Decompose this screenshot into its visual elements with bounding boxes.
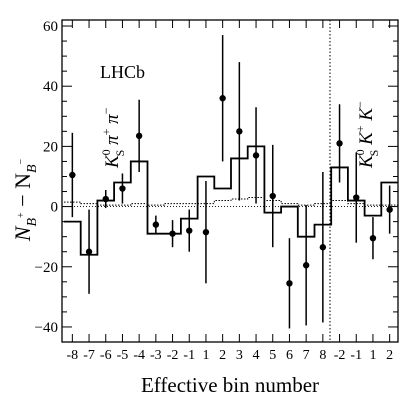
data-point xyxy=(119,185,126,192)
data-point xyxy=(319,244,327,251)
data-point xyxy=(286,280,293,287)
x-tick-label: -6 xyxy=(100,348,112,363)
x-tick-label: 7 xyxy=(303,348,310,363)
x-tick-label: -4 xyxy=(133,348,145,363)
y-axis-label: NB+ − NB− xyxy=(10,158,40,242)
data-point xyxy=(269,192,276,200)
data-point xyxy=(152,221,160,228)
y-tick-label: 0 xyxy=(51,200,59,216)
x-tick-label: -3 xyxy=(150,348,162,363)
y-tick-label: 20 xyxy=(43,139,58,155)
data-point xyxy=(69,171,76,179)
data-point xyxy=(236,128,243,135)
data-point xyxy=(386,206,393,213)
region-label-kspipi: K0S π+ π− xyxy=(99,107,127,169)
data-point xyxy=(252,152,260,159)
y-axis-ticks: −40 −20 0 20 40 60 xyxy=(35,19,398,336)
data-point xyxy=(219,95,226,102)
x-tick-label: -2 xyxy=(167,348,179,363)
x-tick-label: 1 xyxy=(369,348,376,363)
x-tick-label: 5 xyxy=(269,348,276,363)
y-tick-label: −40 xyxy=(35,320,58,336)
x-tick-label: 3 xyxy=(236,348,243,363)
y-tick-label: 60 xyxy=(43,19,58,35)
solid-histogram-line xyxy=(64,145,398,256)
data-point xyxy=(353,194,360,201)
x-tick-label: 6 xyxy=(286,348,293,363)
data-point xyxy=(202,228,210,236)
region-label-kskk: K0S K+ K− xyxy=(353,101,381,169)
x-tick-label: 2 xyxy=(219,348,226,363)
experiment-label: LHCb xyxy=(100,62,145,82)
x-tick-label: -1 xyxy=(183,348,195,363)
x-tick-label: -1 xyxy=(350,348,362,363)
x-tick-label: 2 xyxy=(386,348,393,363)
x-tick-label: 8 xyxy=(319,348,326,363)
x-tick-label: 4 xyxy=(253,348,260,363)
x-axis-ticks: -8 -7 -6 -5 -4 -3 -2 -1 1 2 3 4 5 6 7 8 -2 -1 1 2 xyxy=(67,20,393,363)
data-point xyxy=(85,248,93,255)
data-points xyxy=(69,35,393,329)
x-tick-label: -7 xyxy=(83,348,95,363)
data-point xyxy=(336,140,343,147)
plot-frame xyxy=(61,19,399,343)
data-point xyxy=(135,132,143,140)
solid-histogram xyxy=(64,145,398,256)
x-tick-label: -5 xyxy=(117,348,129,363)
data-point xyxy=(169,230,176,237)
x-axis-label: Effective bin number xyxy=(141,373,319,397)
x-tick-label: 1 xyxy=(202,348,209,363)
data-point xyxy=(186,227,193,234)
y-tick-label: 40 xyxy=(43,79,58,95)
data-point xyxy=(302,262,310,269)
data-point xyxy=(102,195,109,203)
x-tick-label: -2 xyxy=(334,348,346,363)
x-tick-label: -8 xyxy=(67,348,79,363)
data-point xyxy=(369,234,377,242)
y-tick-label: −20 xyxy=(35,260,58,276)
